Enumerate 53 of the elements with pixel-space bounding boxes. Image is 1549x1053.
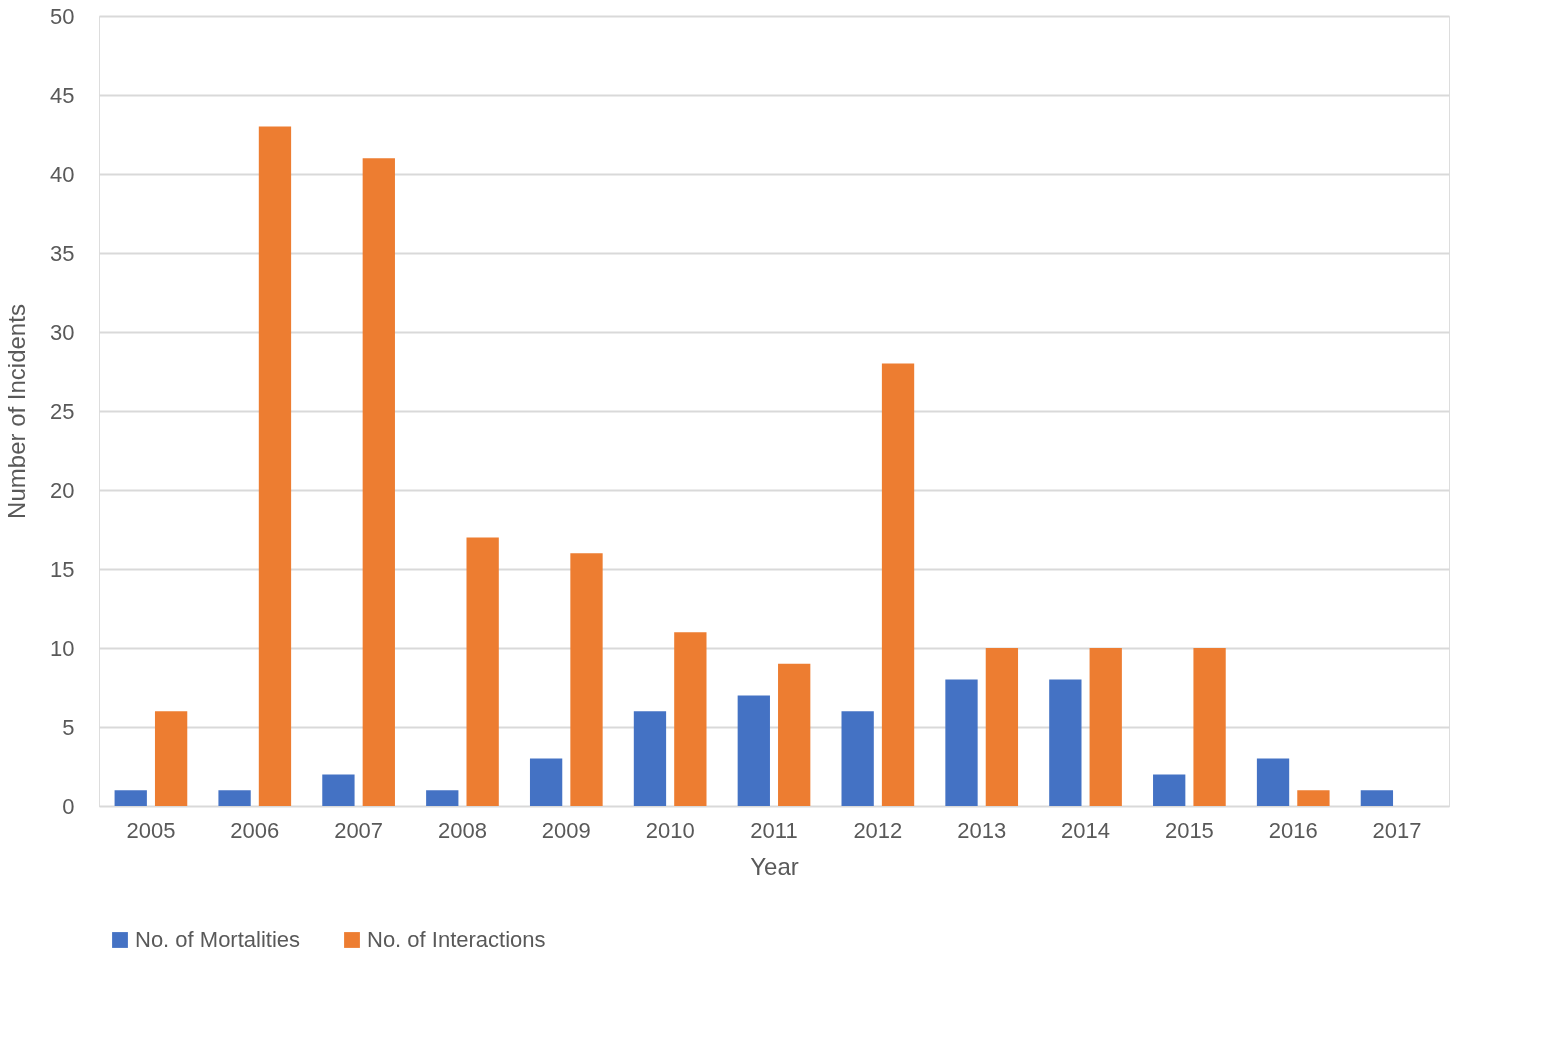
bar — [218, 790, 251, 806]
bar — [1256, 758, 1290, 806]
x-tick-label: 2005 — [126, 817, 176, 843]
x-tick-label: 2015 — [1164, 817, 1214, 843]
bar — [466, 537, 499, 806]
bar — [258, 126, 292, 806]
x-tick-label: 2009 — [541, 817, 591, 843]
bar — [322, 774, 355, 806]
bar — [674, 632, 707, 806]
x-tick-label: 2011 — [750, 817, 798, 843]
bar — [841, 711, 874, 806]
x-tick-label: 2010 — [645, 817, 695, 843]
legend-label: No. of Mortalities — [135, 927, 301, 952]
bar — [362, 158, 395, 806]
bar — [737, 695, 770, 806]
y-tick-label: 20 — [50, 477, 75, 503]
x-tick-label: 2006 — [230, 817, 280, 843]
bar — [114, 790, 147, 806]
y-tick-label: 35 — [50, 240, 75, 266]
bar — [1089, 648, 1122, 806]
bar — [1360, 790, 1394, 806]
bar — [945, 679, 978, 806]
bar — [778, 663, 811, 806]
bar — [985, 648, 1019, 806]
bar — [1049, 679, 1082, 806]
y-tick-label: 0 — [62, 793, 75, 819]
legend-label: No. of Interactions — [367, 927, 546, 952]
y-axis-title: Number of Incidents — [3, 304, 31, 519]
bar — [570, 553, 603, 806]
x-tick-label: 2016 — [1268, 817, 1318, 843]
x-tick-label: 2007 — [334, 817, 384, 843]
y-tick-label: 40 — [50, 161, 75, 187]
bar — [1153, 774, 1186, 806]
x-tick-label: 2017 — [1372, 817, 1422, 843]
bar — [1193, 648, 1226, 806]
bar — [881, 363, 915, 806]
bar — [633, 711, 667, 806]
x-tick-label: 2008 — [437, 817, 487, 843]
x-tick-label: 2014 — [1061, 817, 1111, 843]
y-tick-label: 50 — [50, 3, 75, 29]
x-tick-label: 2012 — [853, 817, 903, 843]
x-tick-label: 2013 — [957, 817, 1007, 843]
bar — [529, 758, 563, 806]
bar — [1297, 790, 1330, 806]
y-tick-label: 5 — [62, 714, 75, 740]
bar — [154, 711, 188, 806]
x-axis-title: Year — [750, 852, 799, 880]
y-tick-label: 45 — [50, 82, 75, 108]
bar — [426, 790, 459, 806]
y-tick-label: 10 — [50, 635, 75, 661]
y-tick-label: 30 — [50, 319, 75, 345]
y-tick-label: 25 — [50, 398, 75, 424]
y-tick-label: 15 — [50, 556, 75, 582]
